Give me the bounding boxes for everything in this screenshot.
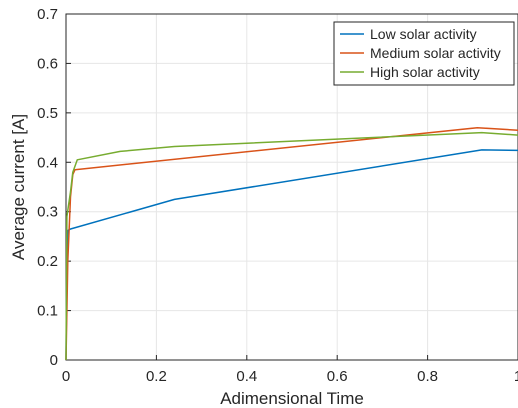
y-tick-label: 0.7	[37, 6, 58, 23]
plot-frame	[65, 13, 518, 361]
y-tick-label: 0.1	[37, 303, 58, 320]
x-tick-label: 0.2	[146, 368, 167, 385]
x-axis-label: Adimensional Time	[220, 389, 364, 408]
x-tick-label: 0.6	[327, 368, 348, 385]
y-tick-label: 0	[50, 352, 58, 369]
y-tick-label: 0.4	[37, 154, 58, 171]
legend-entry: High solar activity	[370, 64, 480, 80]
x-tick-label: 0.4	[236, 368, 257, 385]
y-axis-label: Average current [A]	[9, 114, 28, 260]
legend-entry: Low solar activity	[370, 26, 477, 42]
y-tick-label: 0.6	[37, 55, 58, 72]
x-tick-label: 0.8	[417, 368, 438, 385]
axis-ticks: 0 0.1 0.2 0.3 0.4 0.5 0.6 0.7 0 0.2 0.4 0.6 0.8 1	[37, 6, 518, 385]
y-tick-label: 0.2	[37, 253, 58, 270]
series-line-2	[65, 131, 518, 361]
x-tick-label: 1	[514, 368, 518, 385]
y-tick-label: 0.5	[37, 105, 58, 122]
y-tick-label: 0.3	[37, 204, 58, 221]
legend: Low solar activity Medium solar activity H…	[333, 21, 515, 86]
series-line-0	[65, 149, 518, 361]
series-lines	[65, 126, 518, 361]
legend-entry: Medium solar activity	[370, 45, 501, 61]
x-tick-label: 0	[62, 368, 70, 385]
